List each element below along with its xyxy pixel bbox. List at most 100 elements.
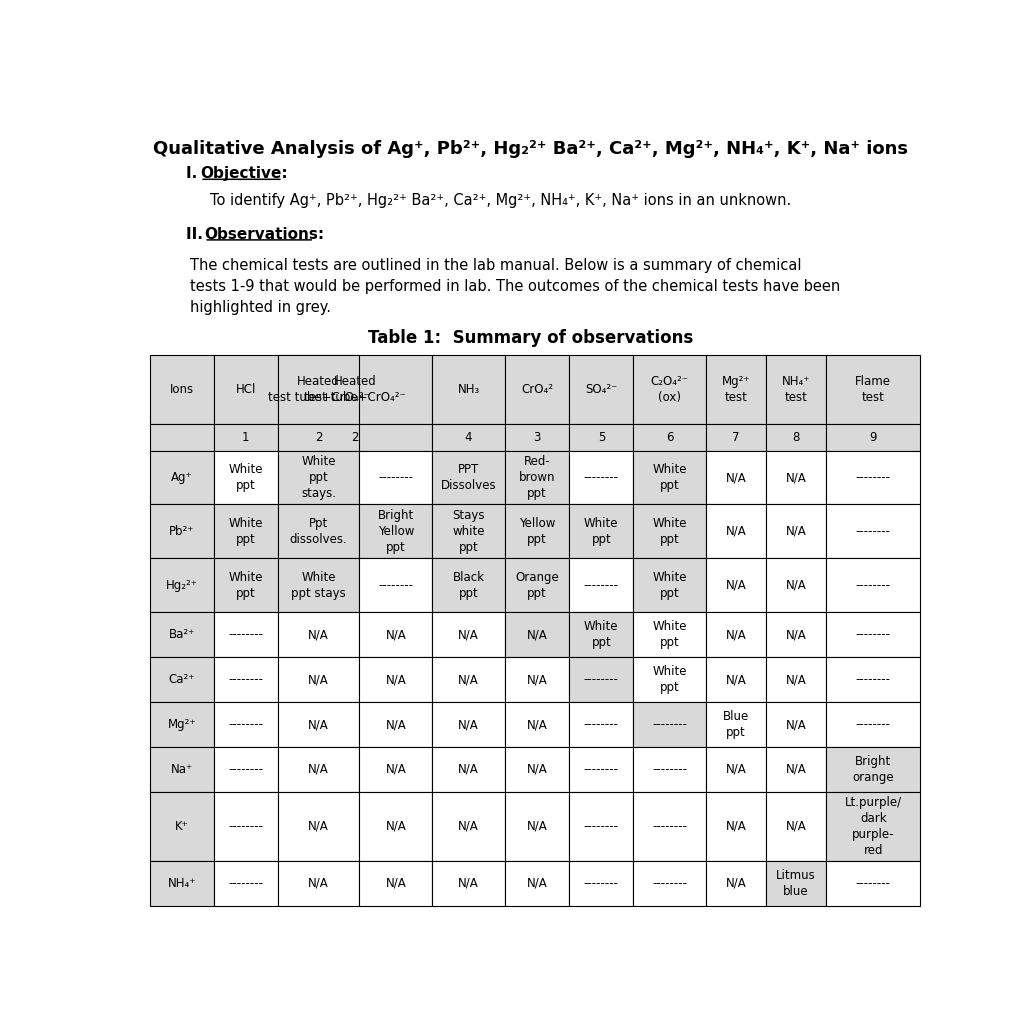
Bar <box>149 657 213 702</box>
Bar <box>278 505 359 558</box>
Text: NH₄⁺
test: NH₄⁺ test <box>782 375 810 404</box>
Bar <box>767 861 826 905</box>
Bar <box>767 355 826 424</box>
Text: White
ppt: White ppt <box>584 620 618 649</box>
Bar <box>278 747 359 792</box>
Text: --------: -------- <box>584 578 618 592</box>
Text: --------: -------- <box>653 820 687 833</box>
Bar <box>149 861 213 905</box>
Bar <box>633 861 707 905</box>
Bar <box>767 702 826 747</box>
Bar <box>633 657 707 702</box>
Text: The chemical tests are outlined in the lab manual. Below is a summary of chemica: The chemical tests are outlined in the l… <box>190 258 840 315</box>
Bar <box>707 612 767 657</box>
Bar <box>149 612 213 657</box>
Bar <box>826 792 920 861</box>
Bar <box>569 747 633 792</box>
Bar <box>707 792 767 861</box>
Bar <box>707 558 767 612</box>
Bar <box>213 861 278 905</box>
Text: N/A: N/A <box>526 877 547 890</box>
Text: White
ppt: White ppt <box>584 517 618 546</box>
Bar <box>707 861 767 905</box>
Text: --------: -------- <box>653 763 687 776</box>
Text: Heated
test tube+CrO₄²⁻: Heated test tube+CrO₄²⁻ <box>305 375 406 404</box>
Text: --------: -------- <box>856 629 891 641</box>
Bar <box>505 424 569 451</box>
Bar <box>149 451 213 505</box>
Text: N/A: N/A <box>785 471 807 484</box>
Bar <box>278 792 359 861</box>
Text: N/A: N/A <box>726 471 747 484</box>
Text: N/A: N/A <box>309 763 329 776</box>
Bar <box>767 451 826 505</box>
Bar <box>213 657 278 702</box>
Text: N/A: N/A <box>309 718 329 731</box>
Text: Qualitative Analysis of Ag⁺, Pb²⁺, Hg₂²⁺ Ba²⁺, Ca²⁺, Mg²⁺, NH₄⁺, K⁺, Na⁺ ions: Qualitative Analysis of Ag⁺, Pb²⁺, Hg₂²⁺… <box>153 140 909 158</box>
Bar <box>826 657 920 702</box>
Bar <box>505 505 569 558</box>
Text: N/A: N/A <box>458 763 479 776</box>
Text: Ions: Ions <box>170 382 194 396</box>
Text: --------: -------- <box>228 820 263 833</box>
Bar <box>767 657 826 702</box>
Text: Litmus
blue: Litmus blue <box>776 869 816 897</box>
Bar <box>707 355 767 424</box>
Text: --------: -------- <box>856 525 891 538</box>
Bar <box>432 792 505 861</box>
Bar <box>633 451 707 505</box>
Text: --------: -------- <box>584 877 618 890</box>
Text: N/A: N/A <box>309 877 329 890</box>
Bar <box>432 558 505 612</box>
Text: 4: 4 <box>465 430 472 444</box>
Text: N/A: N/A <box>385 763 406 776</box>
Bar <box>432 355 505 424</box>
Bar <box>569 558 633 612</box>
Text: K⁺: K⁺ <box>175 820 189 833</box>
Bar <box>633 747 707 792</box>
Text: 9: 9 <box>869 430 877 444</box>
Text: N/A: N/A <box>785 718 807 731</box>
Bar <box>569 505 633 558</box>
Text: White
ppt: White ppt <box>653 571 687 600</box>
Text: Bright
Yellow
ppt: Bright Yellow ppt <box>377 509 414 554</box>
Bar <box>569 424 633 451</box>
Text: --------: -------- <box>584 673 618 686</box>
Bar <box>826 505 920 558</box>
Text: N/A: N/A <box>726 629 747 641</box>
Bar <box>359 657 432 702</box>
Text: N/A: N/A <box>385 877 406 890</box>
Text: --------: -------- <box>856 718 891 731</box>
Text: N/A: N/A <box>458 629 479 641</box>
Text: --------: -------- <box>856 673 891 686</box>
Text: Na⁺: Na⁺ <box>171 763 193 776</box>
Text: N/A: N/A <box>458 877 479 890</box>
Text: Red-
brown
ppt: Red- brown ppt <box>519 455 555 500</box>
Bar <box>569 702 633 747</box>
Text: White
ppt: White ppt <box>229 463 263 492</box>
Text: Table 1:  Summary of observations: Table 1: Summary of observations <box>369 329 693 346</box>
Text: --------: -------- <box>653 877 687 890</box>
Bar <box>359 747 432 792</box>
Bar <box>767 747 826 792</box>
Text: Heated
test tube+CrO₄²⁻: Heated test tube+CrO₄²⁻ <box>268 375 370 404</box>
Bar <box>569 451 633 505</box>
Text: White
ppt: White ppt <box>653 517 687 546</box>
Text: Ca²⁺: Ca²⁺ <box>169 673 195 686</box>
Bar <box>707 657 767 702</box>
Text: Mg²⁺: Mg²⁺ <box>168 718 196 731</box>
Bar <box>767 424 826 451</box>
Text: --------: -------- <box>228 629 263 641</box>
Text: N/A: N/A <box>785 629 807 641</box>
Text: Objective:: Objective: <box>200 166 288 181</box>
Bar <box>278 451 359 505</box>
Bar <box>633 612 707 657</box>
Text: C₂O₄²⁻
(ox): C₂O₄²⁻ (ox) <box>651 375 689 404</box>
Bar <box>569 612 633 657</box>
Bar <box>707 505 767 558</box>
Bar <box>149 505 213 558</box>
Bar <box>707 424 767 451</box>
Text: N/A: N/A <box>726 877 747 890</box>
Text: N/A: N/A <box>385 820 406 833</box>
Text: --------: -------- <box>856 471 891 484</box>
